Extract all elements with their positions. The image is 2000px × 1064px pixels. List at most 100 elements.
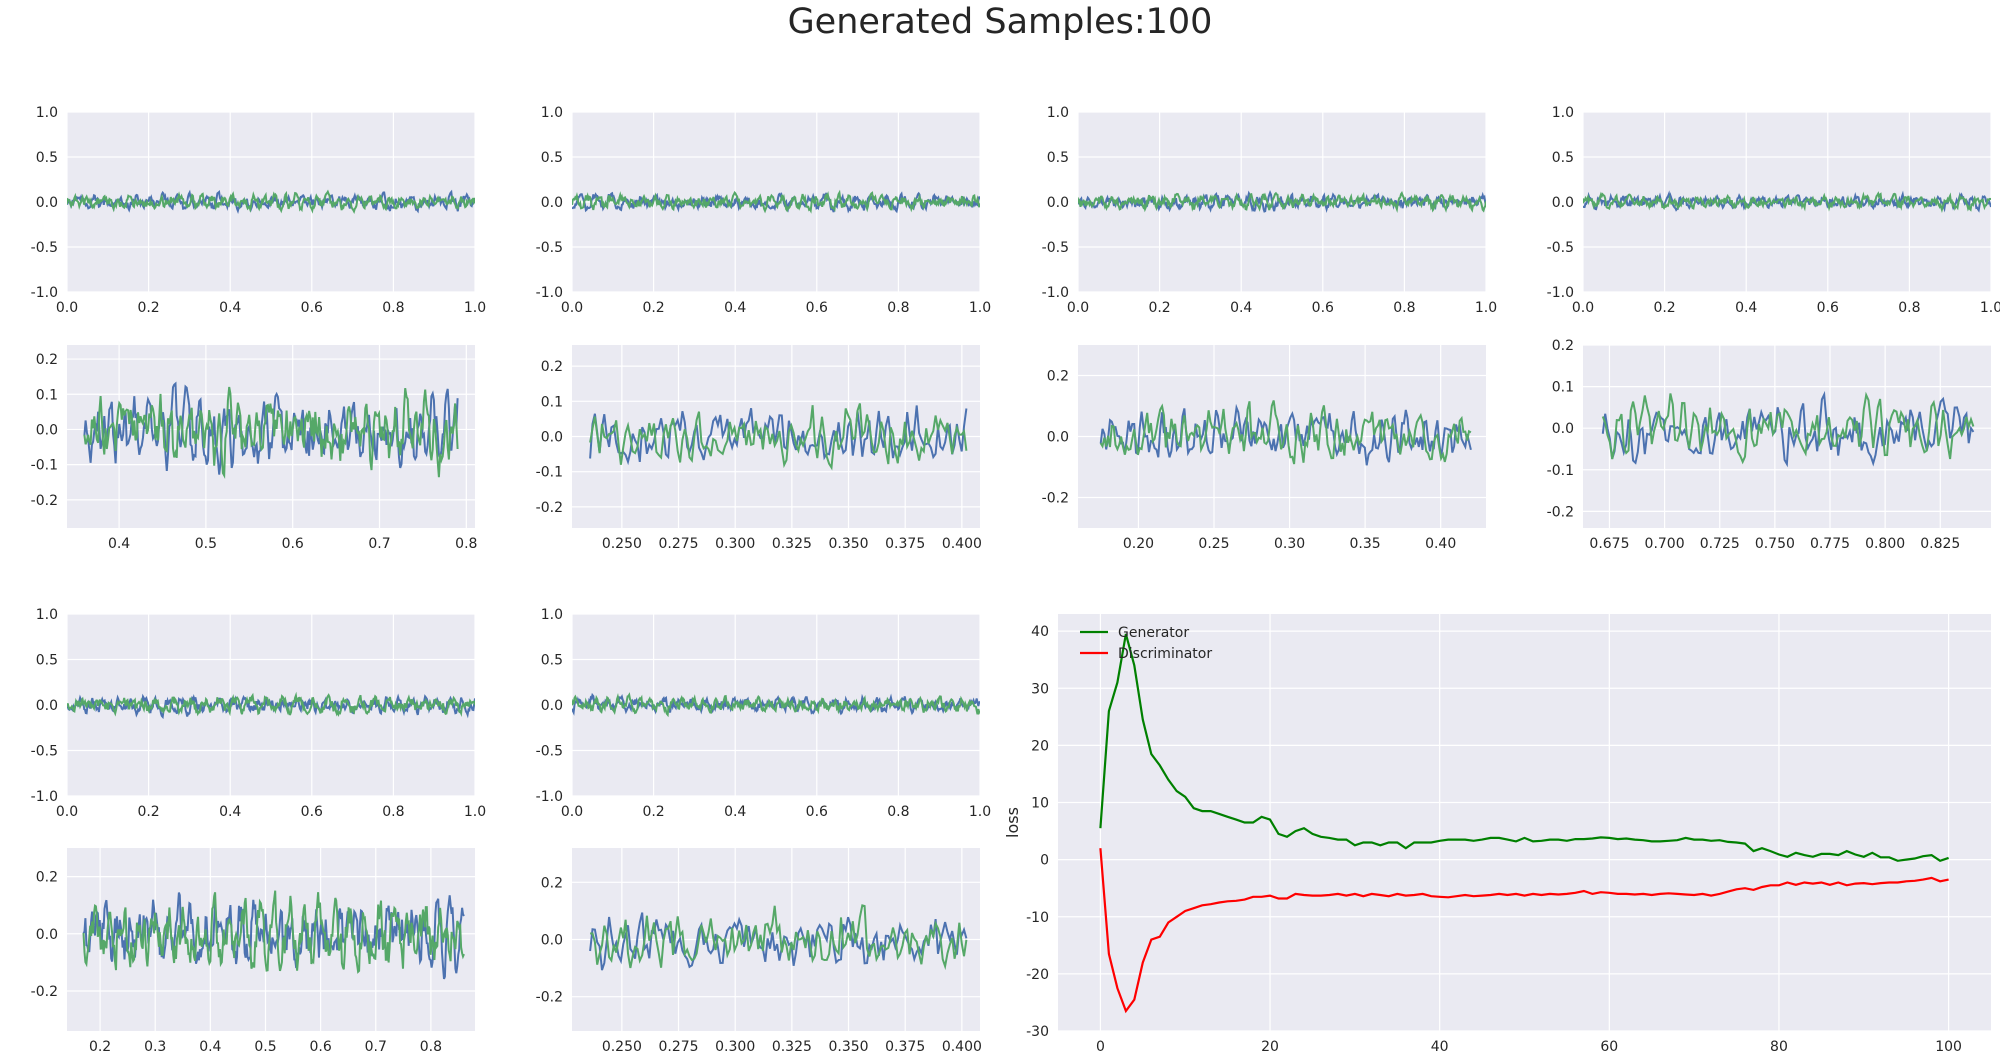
axes-z2: 0.250 0.275 0.300 0.325 0.350 0.375 0.400 -0.2 -… [536, 345, 982, 552]
y-tick-label: 0 [1040, 853, 1049, 869]
axes-z6: 0.250 0.275 0.300 0.325 0.350 0.375 0.400 -0.2 0… [536, 848, 982, 1055]
x-tick-label: 0.2 [642, 804, 664, 820]
x-tick-label: 0.300 [715, 536, 755, 552]
y-tick-label: -1.0 [1547, 285, 1574, 301]
y-tick-label: -0.1 [31, 458, 58, 474]
x-tick-label: 0.7 [368, 536, 390, 552]
y-tick-label: 1.0 [541, 607, 563, 623]
x-tick-label: 0.3 [144, 1039, 166, 1055]
x-tick-label: 0.25 [1198, 536, 1229, 552]
series-line-generated [1601, 391, 1975, 465]
x-tick-label: 0.400 [942, 536, 982, 552]
y-tick-label: -0.5 [31, 744, 58, 760]
y-tick-label: 0.5 [541, 653, 563, 669]
y-tick-label: 0.0 [36, 422, 58, 438]
y-tick-label: -0.5 [536, 744, 563, 760]
y-tick-label: 0.0 [541, 698, 563, 714]
x-tick-label: 0.4 [219, 804, 241, 820]
series-line-generated [67, 189, 475, 215]
x-tick-label: 0.6 [1312, 300, 1334, 316]
x-tick-label: 0.8 [382, 804, 404, 820]
x-tick-label: 0.800 [1865, 536, 1905, 552]
x-tick-label: 0.350 [828, 536, 868, 552]
y-tick-label: 0.0 [1552, 195, 1574, 211]
y-tick-label: 40 [1031, 624, 1049, 640]
y-tick-label: 0.5 [1047, 150, 1069, 166]
y-tick-label: 0.0 [541, 195, 563, 211]
y-tick-label: -1.0 [536, 285, 563, 301]
y-tick-label: 0.0 [1047, 430, 1069, 446]
x-tick-label: 0.2 [1653, 300, 1675, 316]
x-tick-label: 0.6 [301, 300, 323, 316]
y-tick-label: -1.0 [31, 789, 58, 805]
x-tick-label: 0.8 [887, 804, 909, 820]
x-tick-label: 80 [1770, 1039, 1788, 1055]
y-tick-label: 0.2 [541, 359, 563, 375]
x-tick-label: 0.2 [642, 300, 664, 316]
y-tick-label: 0.5 [36, 653, 58, 669]
plot-area [1058, 614, 1991, 1031]
x-tick-label: 0 [1096, 1039, 1105, 1055]
series-line-real [1099, 403, 1472, 466]
x-tick-label: 0.300 [715, 1039, 755, 1055]
series-line-real [589, 405, 968, 466]
series-line-real [67, 693, 475, 720]
y-tick-label: -0.5 [536, 240, 563, 256]
x-tick-label: 1.0 [464, 300, 486, 316]
y-tick-label: -0.1 [536, 465, 563, 481]
x-tick-label: 0.4 [1735, 300, 1757, 316]
axes-z3: 0.20 0.25 0.30 0.35 0.40 -0.2 0.0 0.2 [1042, 345, 1486, 552]
x-tick-label: 0.6 [806, 804, 828, 820]
legend: Generator Discriminator [1080, 625, 1212, 662]
y-tick-label: 0.1 [1552, 380, 1574, 396]
series-line-generated [572, 189, 980, 214]
x-tick-label: 0.375 [885, 536, 925, 552]
axes-z4: 0.675 0.700 0.725 0.750 0.775 0.800 0.825 -0.2 -… [1547, 338, 1991, 552]
x-tick-label: 0.8 [420, 1039, 442, 1055]
x-tick-label: 1.0 [969, 300, 991, 316]
y-tick-label: 0.1 [36, 387, 58, 403]
series-line-generated [82, 890, 465, 974]
x-tick-label: 0.30 [1274, 536, 1305, 552]
x-tick-label: 0.4 [219, 300, 241, 316]
x-tick-label: 0.675 [1589, 536, 1629, 552]
x-tick-label: 0.8 [455, 536, 477, 552]
series-line-generated [590, 904, 968, 971]
x-tick-label: 0.0 [561, 804, 583, 820]
y-tick-label: -1.0 [536, 789, 563, 805]
y-tick-label: 0.0 [36, 927, 58, 943]
x-tick-label: 0.0 [56, 804, 78, 820]
series-line-generated [83, 386, 459, 479]
axes-p4: 0.0 0.2 0.4 0.6 0.8 1.0 -1.0 -0.5 0.0 0.5 1.0 [1547, 105, 2000, 316]
x-tick-label: 0.8 [1393, 300, 1415, 316]
y-tick-label: -30 [1026, 1024, 1049, 1040]
x-tick-label: 0.325 [772, 1039, 812, 1055]
y-tick-label: -0.5 [1547, 240, 1574, 256]
x-tick-label: 40 [1431, 1039, 1449, 1055]
y-tick-label: 1.0 [541, 105, 563, 121]
x-tick-label: 0.7 [365, 1039, 387, 1055]
x-tick-label: 0.250 [602, 1039, 642, 1055]
y-tick-label: -0.2 [1547, 504, 1574, 520]
y-tick-label: -1.0 [31, 285, 58, 301]
x-tick-label: 0.8 [382, 300, 404, 316]
x-tick-label: 0.6 [282, 536, 304, 552]
x-tick-label: 1.0 [1980, 300, 2000, 316]
x-tick-label: 0.4 [724, 804, 746, 820]
x-tick-label: 0.4 [1230, 300, 1252, 316]
axes-p3: 0.0 0.2 0.4 0.6 0.8 1.0 -1.0 -0.5 0.0 0.5 1.0 [1042, 105, 1497, 316]
series-line-generated [1583, 191, 1991, 213]
y-tick-label: 1.0 [1047, 105, 1069, 121]
y-tick-label: 30 [1031, 681, 1049, 697]
x-tick-label: 0.0 [561, 300, 583, 316]
x-tick-label: 20 [1261, 1039, 1279, 1055]
y-tick-label: 0.2 [541, 875, 563, 891]
y-tick-label: 0.5 [541, 150, 563, 166]
series-line-generated [1099, 400, 1472, 465]
axes-loss: 0 20 40 60 80 100 -30 -20 -10 0 10 20 30 40 loss Genera… [1003, 614, 1991, 1055]
x-tick-label: 0.2 [1148, 300, 1170, 316]
y-tick-label: -0.2 [31, 984, 58, 1000]
axes-z5: 0.2 0.3 0.4 0.5 0.6 0.7 0.8 -0.2 0.0 0.2 [31, 848, 475, 1055]
series-line-generated [67, 691, 475, 718]
